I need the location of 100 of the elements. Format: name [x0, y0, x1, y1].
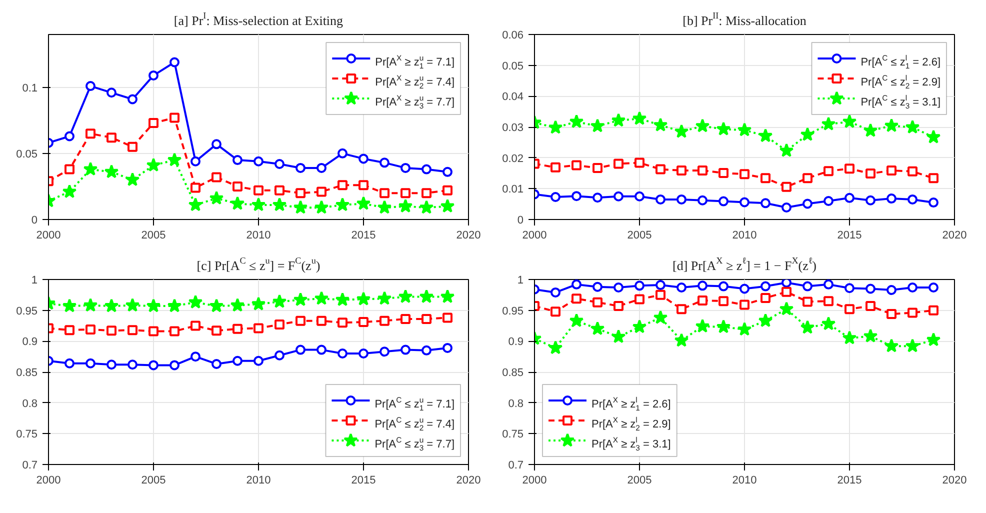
point [572, 280, 582, 290]
point [148, 70, 158, 80]
point [254, 156, 264, 166]
x-tick-label: 2000 [36, 474, 61, 486]
point [400, 314, 410, 324]
point [614, 158, 624, 169]
x-tick-label: 2010 [246, 474, 271, 486]
point [422, 188, 432, 198]
point [148, 360, 158, 370]
point [779, 143, 794, 157]
point [338, 318, 348, 328]
point [572, 160, 582, 170]
point [190, 320, 200, 331]
y-tick-label: 0 [517, 214, 524, 226]
y-tick-label: 0.85 [502, 367, 524, 379]
point [64, 325, 74, 336]
point [718, 196, 728, 206]
point [656, 164, 666, 174]
point [592, 192, 602, 203]
point [884, 118, 899, 132]
point [866, 168, 876, 179]
point [886, 284, 896, 295]
point [190, 352, 200, 362]
point [737, 122, 752, 136]
point [254, 323, 264, 334]
x-tick-label: 2010 [732, 230, 757, 242]
y-tick-label: 0.8 [22, 398, 38, 410]
point [232, 356, 242, 366]
point [656, 280, 666, 290]
point [676, 304, 686, 314]
y-tick-label: 0.9 [508, 336, 524, 348]
point [676, 165, 686, 176]
point [128, 325, 138, 336]
point [844, 192, 854, 203]
point [170, 57, 180, 68]
point [232, 181, 242, 192]
point [611, 113, 626, 127]
point [614, 191, 624, 202]
point [170, 326, 180, 336]
point [398, 198, 413, 213]
point [188, 294, 203, 309]
point [844, 283, 854, 294]
point [695, 318, 710, 333]
point [653, 310, 668, 324]
point [550, 162, 560, 172]
point [148, 326, 158, 336]
y-tick-label: 0.02 [502, 152, 524, 165]
point [824, 280, 834, 290]
x-tick-label: 2000 [522, 474, 547, 486]
point [611, 329, 626, 344]
point [824, 196, 834, 206]
point [422, 314, 432, 324]
point [866, 284, 876, 294]
point [356, 196, 371, 210]
point [316, 162, 326, 173]
point [272, 197, 287, 212]
point [572, 191, 582, 202]
point [634, 280, 644, 291]
point [230, 196, 245, 210]
point [782, 286, 792, 297]
point [884, 338, 899, 352]
point [782, 202, 792, 212]
point [167, 298, 182, 312]
point [886, 165, 896, 176]
point [905, 120, 920, 134]
point [64, 131, 74, 142]
point [740, 169, 750, 180]
point [274, 350, 284, 360]
point [740, 300, 750, 310]
point [674, 333, 689, 347]
point [844, 164, 854, 174]
point [400, 162, 410, 173]
point [442, 312, 452, 323]
point [419, 289, 434, 304]
point [296, 316, 306, 326]
point [338, 348, 348, 358]
point [908, 282, 918, 293]
point [146, 158, 161, 172]
point [377, 291, 392, 305]
point [632, 111, 647, 125]
point [698, 165, 708, 176]
point [314, 291, 329, 305]
point [62, 298, 77, 312]
point [125, 172, 140, 186]
x-tick-label: 2020 [456, 230, 481, 242]
x-tick-label: 2015 [837, 474, 862, 486]
point [293, 292, 308, 306]
point [614, 301, 624, 312]
point [148, 118, 158, 128]
point [760, 198, 770, 208]
point [656, 290, 666, 300]
point [592, 282, 602, 292]
point [821, 116, 836, 130]
point [718, 281, 728, 292]
point [104, 164, 119, 178]
point [695, 118, 710, 132]
x-tick-label: 2015 [351, 230, 376, 242]
point [590, 321, 605, 336]
point [212, 326, 222, 336]
point [634, 294, 644, 304]
